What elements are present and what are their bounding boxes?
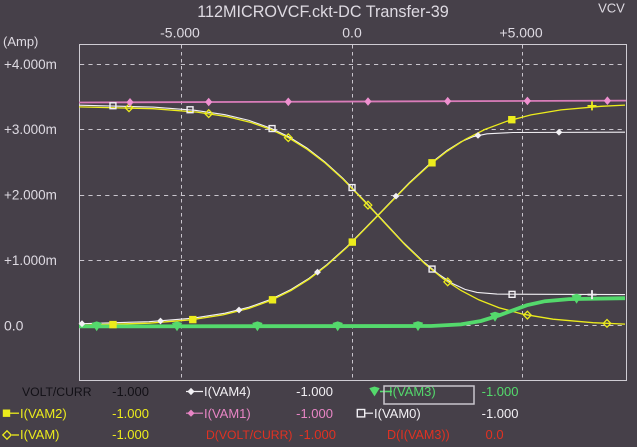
svg-text:I(VAM2): I(VAM2): [20, 406, 67, 421]
svg-text:-1.000: -1.000: [482, 406, 519, 421]
svg-text:+4.000m: +4.000m: [4, 57, 57, 72]
svg-text:-1.000: -1.000: [482, 384, 519, 399]
svg-text:0.0: 0.0: [486, 427, 504, 442]
svg-text:I(VAM3): I(VAM3): [389, 384, 436, 399]
svg-text:D(I(VAM3)): D(I(VAM3)): [387, 428, 450, 442]
svg-text:-5.000: -5.000: [160, 25, 200, 41]
svg-text:-1.000: -1.000: [296, 406, 333, 421]
svg-text:+5.000: +5.000: [499, 25, 542, 41]
svg-text:I(VAM1): I(VAM1): [204, 406, 251, 421]
svg-text:I(VAM): I(VAM): [20, 427, 59, 442]
svg-text:-1.000: -1.000: [296, 384, 333, 399]
svg-text:0.0: 0.0: [4, 318, 24, 334]
svg-text:I(VAM4): I(VAM4): [204, 384, 251, 399]
svg-text:+3.000m: +3.000m: [4, 122, 57, 137]
svg-text:D(VOLT/CURR): D(VOLT/CURR): [206, 428, 292, 442]
svg-text:-1.000: -1.000: [112, 384, 149, 399]
svg-text:-1.000: -1.000: [112, 406, 149, 421]
svg-text:I(VAM0): I(VAM0): [374, 406, 421, 421]
svg-text:112MICROVCF.ckt-DC Transfer-39: 112MICROVCF.ckt-DC Transfer-39: [197, 3, 449, 21]
svg-text:VOLT/CURR: VOLT/CURR: [22, 385, 92, 399]
svg-text:0.0: 0.0: [342, 25, 362, 41]
svg-text:VCV: VCV: [598, 1, 625, 16]
svg-text:-1.000: -1.000: [112, 427, 149, 442]
svg-text:(Amp): (Amp): [3, 34, 38, 49]
svg-text:+2.000m: +2.000m: [4, 188, 57, 203]
svg-text:-1.000: -1.000: [299, 427, 336, 442]
svg-text:+1.000m: +1.000m: [4, 253, 57, 268]
